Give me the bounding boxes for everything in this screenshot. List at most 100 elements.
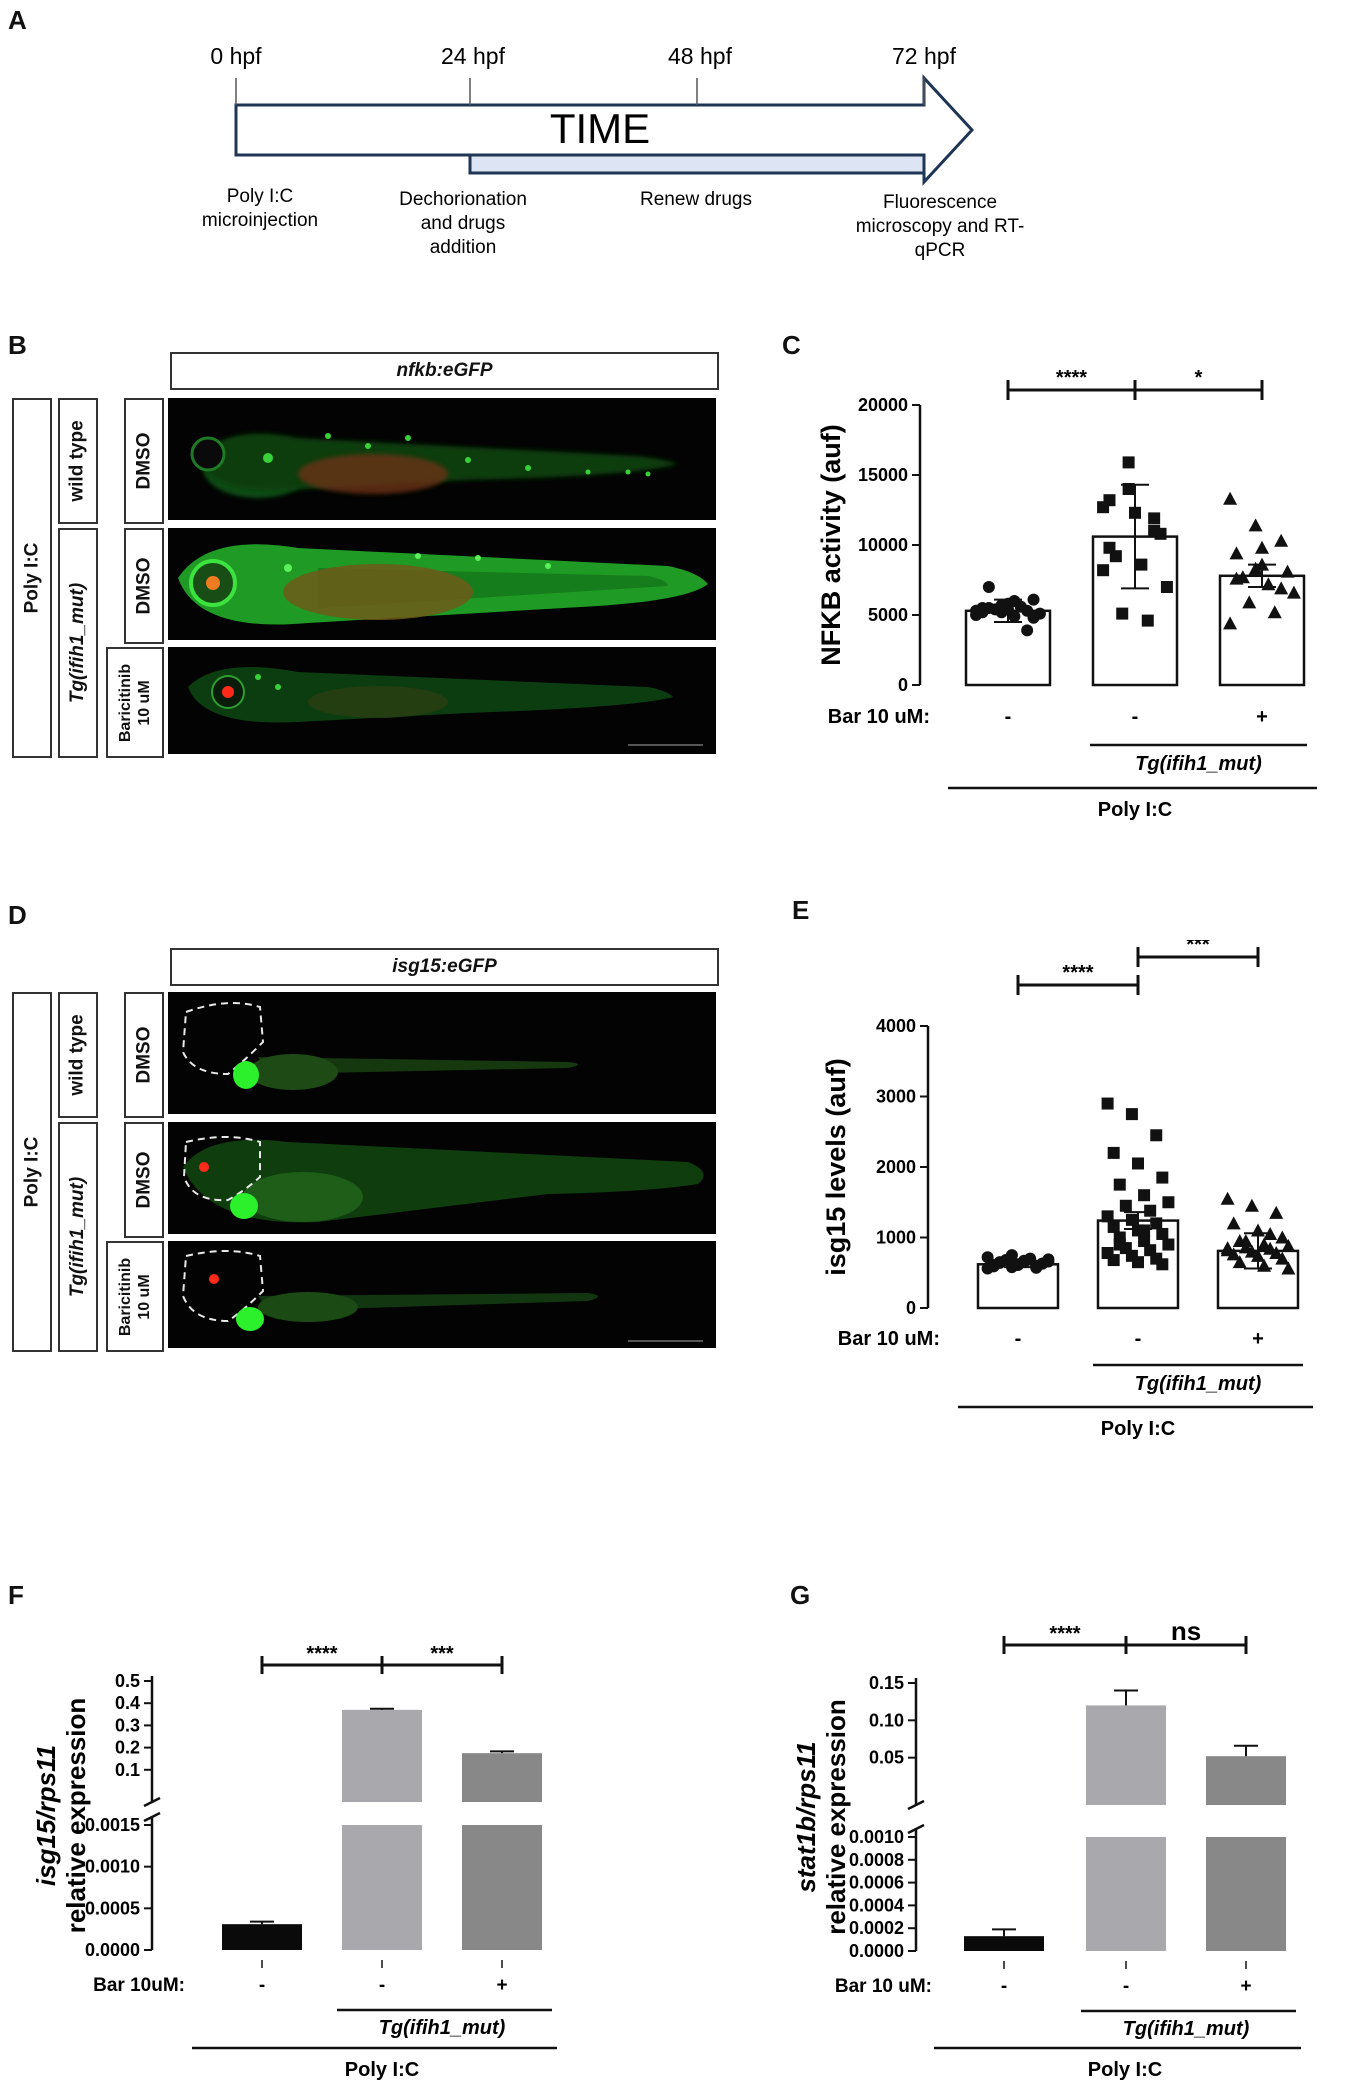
time-label: TIME bbox=[550, 105, 650, 152]
data-point bbox=[1150, 1217, 1163, 1230]
tick-48hpf: 48 hpf bbox=[668, 43, 733, 69]
tick-24hpf: 24 hpf bbox=[441, 43, 506, 69]
y-tick-label: 5000 bbox=[868, 605, 908, 625]
data-point bbox=[1132, 1157, 1144, 1170]
bar bbox=[222, 1924, 302, 1950]
data-point bbox=[1226, 1216, 1241, 1230]
event-dechorionation: Dechorionation and drugs addition bbox=[399, 189, 527, 258]
row-label: Bar 10 uM: bbox=[828, 706, 930, 728]
data-point bbox=[1162, 1196, 1175, 1209]
bar bbox=[964, 1936, 1044, 1951]
y-tick-label: 0.15 bbox=[869, 1673, 904, 1693]
data-point bbox=[1160, 581, 1173, 593]
data-point bbox=[1101, 1210, 1114, 1223]
y-tick-label: 20000 bbox=[858, 395, 908, 415]
panel-b-baricitinib: Baricitinib 10 uM bbox=[106, 647, 164, 758]
y-tick-label: 0.0008 bbox=[849, 1850, 904, 1870]
data-point bbox=[1274, 581, 1289, 595]
significance-label: **** bbox=[1049, 1623, 1080, 1645]
bar-upper bbox=[342, 1709, 422, 1802]
data-point bbox=[1125, 1213, 1138, 1226]
y-axis-label-ratio: isg15/rps11 bbox=[31, 1745, 61, 1886]
timeline-diagram: 0 hpf 24 hpf 48 hpf 72 hpf TIME Poly I:C… bbox=[202, 43, 1024, 261]
group-label: Poly I:C bbox=[1101, 1418, 1175, 1440]
category-label: - bbox=[1123, 1976, 1129, 1997]
data-point bbox=[1113, 1178, 1126, 1191]
y-tick-label: 0.2 bbox=[115, 1738, 140, 1758]
chart-f-isg15-expression: 0.10.2 0.30.40.5 0.0000 0.0005 0.0010 0.0015 i… bbox=[31, 1643, 557, 2081]
data-point bbox=[1275, 1251, 1290, 1265]
data-point bbox=[1005, 1249, 1018, 1262]
data-point bbox=[1125, 1108, 1138, 1121]
panel-letter-b: B bbox=[8, 330, 27, 360]
data-point bbox=[1255, 540, 1269, 554]
panel-letter-f: F bbox=[8, 1580, 24, 1610]
y-axis-label: relative expression bbox=[61, 1698, 91, 1934]
panel-b-polyic-label: Poly I:C bbox=[12, 398, 52, 758]
panel-b-dmso-2: DMSO bbox=[124, 528, 164, 644]
y-tick-label: 0 bbox=[906, 1298, 916, 1318]
data-point bbox=[1238, 1234, 1253, 1248]
significance-label: *** bbox=[1186, 940, 1210, 956]
data-point bbox=[1269, 1205, 1284, 1219]
data-point bbox=[982, 581, 995, 593]
data-point bbox=[1122, 456, 1135, 469]
data-point bbox=[1269, 1246, 1284, 1260]
axis-break bbox=[907, 1799, 925, 1811]
category-label: + bbox=[496, 1975, 507, 1996]
significance-label: **** bbox=[306, 1643, 337, 1665]
event-renew-drugs: Renew drugs bbox=[640, 189, 752, 210]
y-axis-label: NFKB activity (auf) bbox=[816, 424, 846, 666]
data-point bbox=[1138, 1189, 1151, 1202]
category-label: + bbox=[1252, 1328, 1264, 1350]
data-point bbox=[1248, 518, 1263, 532]
row-label: Bar 10 uM: bbox=[835, 1976, 932, 1997]
data-point bbox=[1156, 1227, 1169, 1240]
data-point bbox=[1229, 546, 1244, 560]
data-point bbox=[1113, 1238, 1126, 1251]
data-point bbox=[1103, 541, 1116, 554]
panel-d-tg-label: Tg(ifih1_mut) bbox=[58, 1122, 98, 1352]
data-point bbox=[1275, 1230, 1290, 1244]
data-point bbox=[1267, 605, 1282, 619]
data-point bbox=[1220, 1241, 1235, 1255]
data-point bbox=[1280, 564, 1295, 578]
group-label: Poly I:C bbox=[1098, 799, 1172, 821]
data-point bbox=[1132, 1256, 1144, 1269]
genotype-label: Tg(ifih1_mut) bbox=[379, 2017, 506, 2039]
data-point bbox=[1154, 527, 1167, 540]
bar-lower bbox=[1206, 1837, 1286, 1951]
significance-label: **** bbox=[1062, 962, 1093, 984]
data-point bbox=[993, 1256, 1006, 1269]
axis-break bbox=[143, 1796, 161, 1808]
data-point bbox=[1232, 1255, 1247, 1269]
data-point bbox=[1244, 1198, 1259, 1212]
panel-letter-e: E bbox=[792, 895, 810, 925]
y-axis-label: relative expression bbox=[821, 1699, 851, 1935]
category-label: - bbox=[1001, 1976, 1007, 1997]
fish-image-isg15-wt-dmso bbox=[168, 992, 716, 1114]
data-point bbox=[1286, 585, 1301, 599]
y-tick-label: 4000 bbox=[876, 1016, 916, 1036]
panel-b-wildtype-label: wild type bbox=[58, 398, 98, 524]
panel-d-baricitinib: Baricitinib 10 uM bbox=[106, 1241, 164, 1352]
y-tick-label: 0.0004 bbox=[849, 1895, 904, 1915]
y-tick-label: 1000 bbox=[876, 1228, 916, 1248]
y-tick-label: 0.5 bbox=[115, 1671, 140, 1691]
drug-period-bar bbox=[468, 153, 926, 175]
data-point bbox=[1042, 1253, 1055, 1266]
data-point bbox=[1138, 1235, 1151, 1248]
data-point bbox=[1107, 1254, 1120, 1267]
data-point bbox=[982, 602, 995, 614]
significance-label: ns bbox=[1171, 1616, 1201, 1646]
significance-label: *** bbox=[430, 1643, 454, 1665]
bar-lower bbox=[1086, 1837, 1166, 1951]
fish-image-isg15-tg-baricitinib bbox=[168, 1241, 716, 1348]
group-label: Poly I:C bbox=[1088, 2059, 1162, 2081]
data-point bbox=[1220, 1191, 1235, 1205]
data-point bbox=[1156, 1258, 1169, 1271]
y-tick-label: 0.0010 bbox=[849, 1827, 904, 1847]
axis-break bbox=[907, 1823, 925, 1835]
chart-c-nfkb-activity: 0 5000 10000 15000 20000 NFKB activity (auf) -… bbox=[816, 370, 1317, 821]
significance-label: **** bbox=[1056, 370, 1087, 389]
